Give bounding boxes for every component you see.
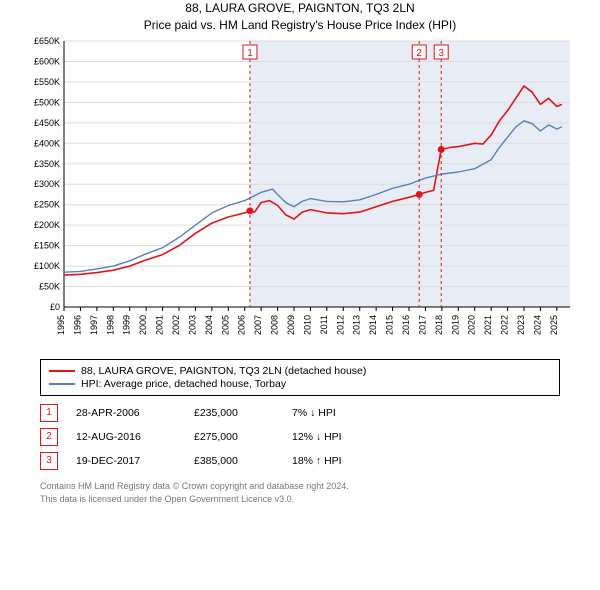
svg-text:1998: 1998 [105,315,115,335]
sale-price: £235,000 [194,407,274,419]
svg-text:2007: 2007 [253,315,263,335]
sale-price: £275,000 [194,431,274,443]
svg-text:2018: 2018 [434,315,444,335]
title-line1: 88, LAURA GROVE, PAIGNTON, TQ3 2LN [0,0,600,16]
svg-text:£200K: £200K [34,221,60,231]
sale-date: 19-DEC-2017 [76,455,176,467]
svg-text:2020: 2020 [467,315,477,335]
sale-date: 28-APR-2006 [76,407,176,419]
legend-label-blue: HPI: Average price, detached house, Torb… [81,378,286,390]
svg-text:1997: 1997 [89,315,99,335]
svg-text:2: 2 [416,48,422,59]
legend-swatch-blue [49,383,75,385]
legend-label-red: 88, LAURA GROVE, PAIGNTON, TQ3 2LN (deta… [81,365,366,377]
svg-text:2010: 2010 [302,315,312,335]
footer-line2: This data is licensed under the Open Gov… [40,493,560,505]
svg-text:2006: 2006 [237,315,247,335]
sale-marker: 2 [40,428,58,446]
svg-text:2016: 2016 [401,315,411,335]
svg-text:2022: 2022 [500,315,510,335]
svg-text:1: 1 [247,48,253,59]
footer-line1: Contains HM Land Registry data © Crown c… [40,480,560,492]
svg-text:1995: 1995 [56,315,66,335]
svg-text:£100K: £100K [34,261,60,271]
sales-list: 1 28-APR-2006 £235,000 7% ↓ HPI 2 12-AUG-2016… [40,404,560,470]
sale-marker: 3 [40,452,58,470]
svg-text:2013: 2013 [352,315,362,335]
sale-date: 12-AUG-2016 [76,431,176,443]
svg-text:£350K: £350K [34,159,60,169]
svg-text:£500K: £500K [34,98,60,108]
svg-text:3: 3 [438,48,444,59]
svg-text:2008: 2008 [270,315,280,335]
svg-text:£650K: £650K [34,36,60,46]
price-chart: £0 £50K £100K £150K £200K £250K £300K £350K £400… [20,33,580,353]
svg-text:2015: 2015 [385,315,395,335]
footer: Contains HM Land Registry data © Crown c… [40,480,560,504]
svg-text:2004: 2004 [204,315,214,335]
svg-text:2025: 2025 [549,315,559,335]
svg-text:2001: 2001 [155,315,165,335]
sale-price: £385,000 [194,455,274,467]
svg-text:£400K: £400K [34,139,60,149]
svg-text:2011: 2011 [319,315,329,334]
svg-text:2003: 2003 [187,315,197,335]
legend: 88, LAURA GROVE, PAIGNTON, TQ3 2LN (deta… [40,359,560,396]
svg-text:£250K: £250K [34,200,60,210]
svg-text:2005: 2005 [220,315,230,335]
svg-text:2023: 2023 [516,315,526,335]
legend-swatch-red [49,370,75,372]
sale-diff: 18% ↑ HPI [292,455,392,467]
title-line2: Price paid vs. HM Land Registry's House … [0,17,600,33]
legend-row-blue: HPI: Average price, detached house, Torb… [49,378,551,390]
svg-text:2017: 2017 [417,315,427,335]
sale-row: 1 28-APR-2006 £235,000 7% ↓ HPI [40,404,560,422]
svg-text:2009: 2009 [286,315,296,335]
sale-row: 3 19-DEC-2017 £385,000 18% ↑ HPI [40,452,560,470]
legend-row-red: 88, LAURA GROVE, PAIGNTON, TQ3 2LN (deta… [49,365,551,377]
svg-text:£300K: £300K [34,180,60,190]
sale-diff: 12% ↓ HPI [292,431,392,443]
svg-text:1999: 1999 [122,315,132,335]
svg-text:1996: 1996 [72,315,82,335]
svg-text:£0: £0 [50,302,60,312]
svg-text:£50K: £50K [39,282,60,292]
svg-text:2002: 2002 [171,315,181,335]
chart-title: 88, LAURA GROVE, PAIGNTON, TQ3 2LN Price… [0,0,600,33]
svg-text:£450K: £450K [34,118,60,128]
svg-text:£550K: £550K [34,77,60,87]
sale-marker: 1 [40,404,58,422]
sale-row: 2 12-AUG-2016 £275,000 12% ↓ HPI [40,428,560,446]
svg-text:2000: 2000 [138,315,148,335]
svg-text:£600K: £600K [34,57,60,67]
sale-diff: 7% ↓ HPI [292,407,392,419]
svg-text:£150K: £150K [34,241,60,251]
svg-text:2012: 2012 [335,315,345,335]
svg-text:2014: 2014 [368,315,378,335]
svg-text:2024: 2024 [532,315,542,335]
svg-text:2021: 2021 [483,315,493,335]
svg-text:2019: 2019 [450,315,460,335]
